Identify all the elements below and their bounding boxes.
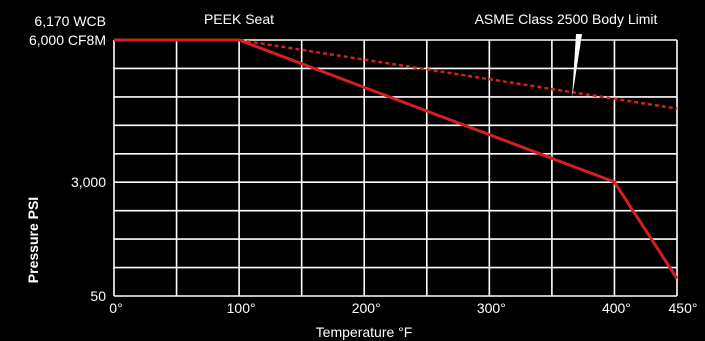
annotation-pointer <box>572 34 582 98</box>
series-group <box>114 38 679 280</box>
series-line-peek-seat <box>114 38 679 280</box>
y-axis-label: Pressure PSI <box>25 197 41 283</box>
y-top-label: 6,170 WCB <box>34 13 106 29</box>
x-tick-label: 300° <box>477 300 506 316</box>
annotation-body-limit: ASME Class 2500 Body Limit <box>475 11 658 27</box>
y-tick-label: 50 <box>90 288 106 304</box>
x-tick-label: 0° <box>109 300 122 316</box>
x-tick-label: 450° <box>669 300 698 316</box>
annotations: PEEK Seat ASME Class 2500 Body Limit <box>204 11 658 98</box>
x-tick-label: 100° <box>227 300 256 316</box>
x-tick-label: 200° <box>352 300 381 316</box>
annotation-peek-seat: PEEK Seat <box>204 11 274 27</box>
x-axis-label: Temperature °F <box>316 324 413 340</box>
y-tick-label: 3,000 <box>71 174 106 190</box>
tick-labels: 0° 100° 200° 300° 400° 450° 6,000 CF8M 3,000 50 <box>29 32 698 316</box>
y-tick-label: 6,000 CF8M <box>29 32 106 48</box>
series-line-body-limit <box>114 38 678 110</box>
x-tick-label: 400° <box>602 300 631 316</box>
grid <box>113 39 678 297</box>
